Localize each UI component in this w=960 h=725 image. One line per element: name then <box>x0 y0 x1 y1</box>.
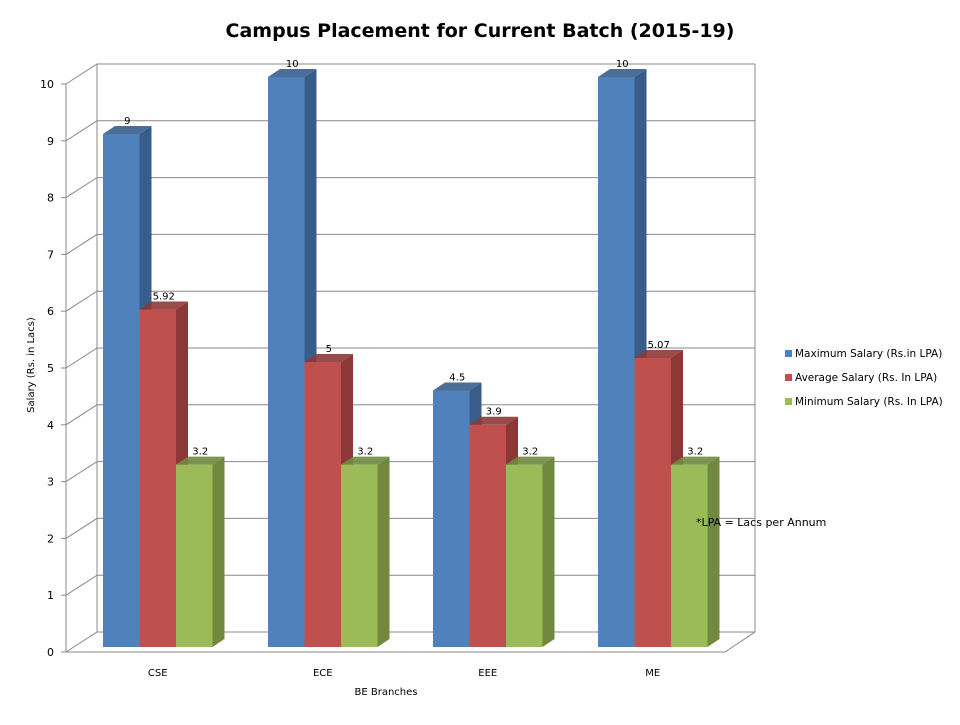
y-tick-label: 9 <box>47 135 54 148</box>
bar-top <box>268 69 317 77</box>
bar <box>341 464 378 647</box>
y-tick-label: 8 <box>47 192 54 205</box>
bar <box>176 464 213 647</box>
x-tick-label: ECE <box>313 668 333 679</box>
bar-top <box>139 301 188 310</box>
legend-swatch <box>785 398 792 405</box>
floor-edge <box>66 631 756 653</box>
bar <box>506 464 543 647</box>
data-label: 5.92 <box>153 292 175 303</box>
bar <box>469 424 506 647</box>
data-label: 3.2 <box>357 447 373 458</box>
chart-title: Campus Placement for Current Batch (2015… <box>226 20 735 42</box>
y-tick-label: 6 <box>47 305 54 318</box>
bar-side <box>542 456 555 647</box>
bar <box>268 77 305 647</box>
data-label: 10 <box>286 59 299 70</box>
y-tick-label: 5 <box>47 362 54 375</box>
legend-label: Minimum Salary (Rs. In LPA) <box>795 396 943 408</box>
data-label: 9 <box>124 116 130 127</box>
bar <box>634 358 671 647</box>
x-tick-label: ME <box>645 668 660 679</box>
legend-swatch <box>785 350 792 357</box>
bar <box>433 390 470 647</box>
bar <box>304 362 341 647</box>
bar-top <box>469 416 518 425</box>
y-axis-label: Salary (Rs. in Lacs) <box>26 317 37 413</box>
legend-label: Average Salary (Rs. In LPA) <box>795 372 937 384</box>
y-tick-label: 2 <box>47 532 54 545</box>
bar <box>103 134 140 647</box>
x-tick-label: CSE <box>148 668 168 679</box>
bar-side <box>212 456 225 647</box>
gridline <box>65 120 755 142</box>
data-label: 5 <box>326 344 332 355</box>
gridline <box>65 63 755 85</box>
bar <box>671 464 708 647</box>
legend-label: Maximum Salary (Rs.in LPA) <box>795 348 942 360</box>
bar-side <box>707 456 720 647</box>
data-label: 10 <box>616 59 629 70</box>
y-tick-label: 4 <box>47 419 54 432</box>
y-tick-label: 10 <box>40 78 54 91</box>
data-label: 3.2 <box>192 447 208 458</box>
bar-top <box>634 350 683 359</box>
bar-top <box>506 456 555 465</box>
legend: Maximum Salary (Rs.in LPA) Average Salary… <box>785 348 943 408</box>
gridline <box>65 177 755 199</box>
bar-top <box>433 382 482 391</box>
y-tick-label: 7 <box>47 248 54 261</box>
data-label: 3.9 <box>486 407 502 418</box>
bar <box>598 77 635 647</box>
data-label: 3.2 <box>687 447 703 458</box>
bar <box>139 309 176 647</box>
gridline <box>65 233 755 255</box>
legend-swatch <box>785 374 792 381</box>
data-label: 4.5 <box>449 373 465 384</box>
bar-top <box>176 456 225 465</box>
x-tick-label: EEE <box>478 668 497 679</box>
x-axis-label: BE Branches <box>355 687 418 698</box>
y-tick-label: 0 <box>47 646 54 659</box>
bar-top <box>304 354 353 362</box>
data-label: 5.07 <box>648 340 670 351</box>
bar-top <box>671 456 720 465</box>
bar-top <box>598 69 647 77</box>
annotation: *LPA = Lacs per Annum <box>696 516 826 529</box>
data-label: 3.2 <box>522 447 538 458</box>
bar-side <box>377 456 390 647</box>
y-tick-label: 3 <box>47 476 54 489</box>
y-tick-label: 1 <box>47 589 54 602</box>
bar-top <box>103 126 152 134</box>
bar-top <box>341 456 390 465</box>
